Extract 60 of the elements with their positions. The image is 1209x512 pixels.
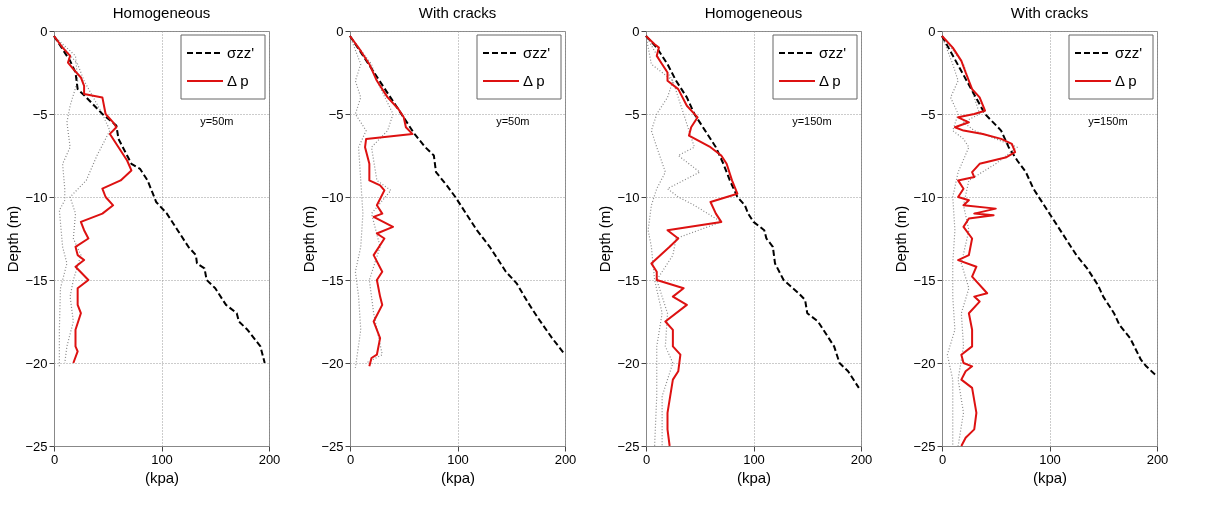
- x-tick-label: 0: [642, 451, 651, 467]
- x-axis-title: (kpa): [1032, 468, 1068, 486]
- legend-label: Δ p: [819, 72, 841, 89]
- y-tick-label: −20: [913, 355, 936, 371]
- y-tick-label: −25: [25, 438, 48, 454]
- legend-label: σzz': [1115, 44, 1143, 61]
- x-tick-label: 200: [258, 451, 281, 467]
- x-tick-label: 0: [346, 451, 355, 467]
- x-tick-label: 0: [50, 451, 59, 467]
- x-tick-label: 200: [1146, 451, 1169, 467]
- y-tick-label: 0: [40, 23, 48, 39]
- x-axis-title: (kpa): [736, 468, 772, 486]
- legend-label: σzz': [523, 44, 551, 61]
- y-tick-label: −10: [913, 189, 936, 205]
- chart-title: Homogeneous: [112, 4, 211, 21]
- y-tick-label: −25: [913, 438, 936, 454]
- y-tick-label: −15: [913, 272, 936, 288]
- y-tick-label: −15: [25, 272, 48, 288]
- annotation: y=150m: [792, 115, 832, 128]
- y-tick-label: −15: [321, 272, 344, 288]
- y-tick-label: 0: [336, 23, 344, 39]
- annotation: y=50m: [200, 115, 234, 128]
- y-tick-label: −10: [25, 189, 48, 205]
- x-tick-label: 200: [850, 451, 873, 467]
- x-tick-label: 100: [447, 451, 469, 467]
- chart-title: With cracks: [418, 4, 497, 21]
- y-tick-label: −20: [617, 355, 640, 371]
- legend-label: Δ p: [227, 72, 249, 89]
- x-tick-label: 100: [151, 451, 173, 467]
- legend-label: Δ p: [1115, 72, 1137, 89]
- y-axis-title: Depth (m): [892, 205, 910, 273]
- y-tick-label: 0: [928, 23, 936, 39]
- y-tick-label: −15: [617, 272, 640, 288]
- annotation: y=50m: [496, 115, 530, 128]
- y-axis-title: Depth (m): [300, 205, 318, 273]
- y-tick-label: −25: [617, 438, 640, 454]
- chart-title: With cracks: [1010, 4, 1089, 21]
- y-tick-label: −20: [321, 355, 344, 371]
- x-tick-label: 100: [1039, 451, 1061, 467]
- y-tick-label: −10: [617, 189, 640, 205]
- x-axis-title: (kpa): [440, 468, 476, 486]
- legend-label: Δ p: [523, 72, 545, 89]
- x-axis-title: (kpa): [144, 468, 180, 486]
- annotation: y=150m: [1088, 115, 1128, 128]
- y-axis-title: Depth (m): [596, 205, 614, 273]
- y-tick-label: −10: [321, 189, 344, 205]
- y-tick-label: −25: [321, 438, 344, 454]
- y-tick-label: −5: [624, 106, 640, 122]
- y-axis-title: Depth (m): [4, 205, 22, 273]
- x-tick-label: 0: [938, 451, 947, 467]
- y-tick-label: −5: [32, 106, 48, 122]
- y-tick-label: −5: [328, 106, 344, 122]
- y-tick-label: −5: [920, 106, 936, 122]
- x-tick-label: 100: [743, 451, 765, 467]
- legend-label: σzz': [227, 44, 255, 61]
- x-tick-label: 200: [554, 451, 577, 467]
- chart-title: Homogeneous: [704, 4, 803, 21]
- y-tick-label: 0: [632, 23, 640, 39]
- y-tick-label: −20: [25, 355, 48, 371]
- legend-label: σzz': [819, 44, 847, 61]
